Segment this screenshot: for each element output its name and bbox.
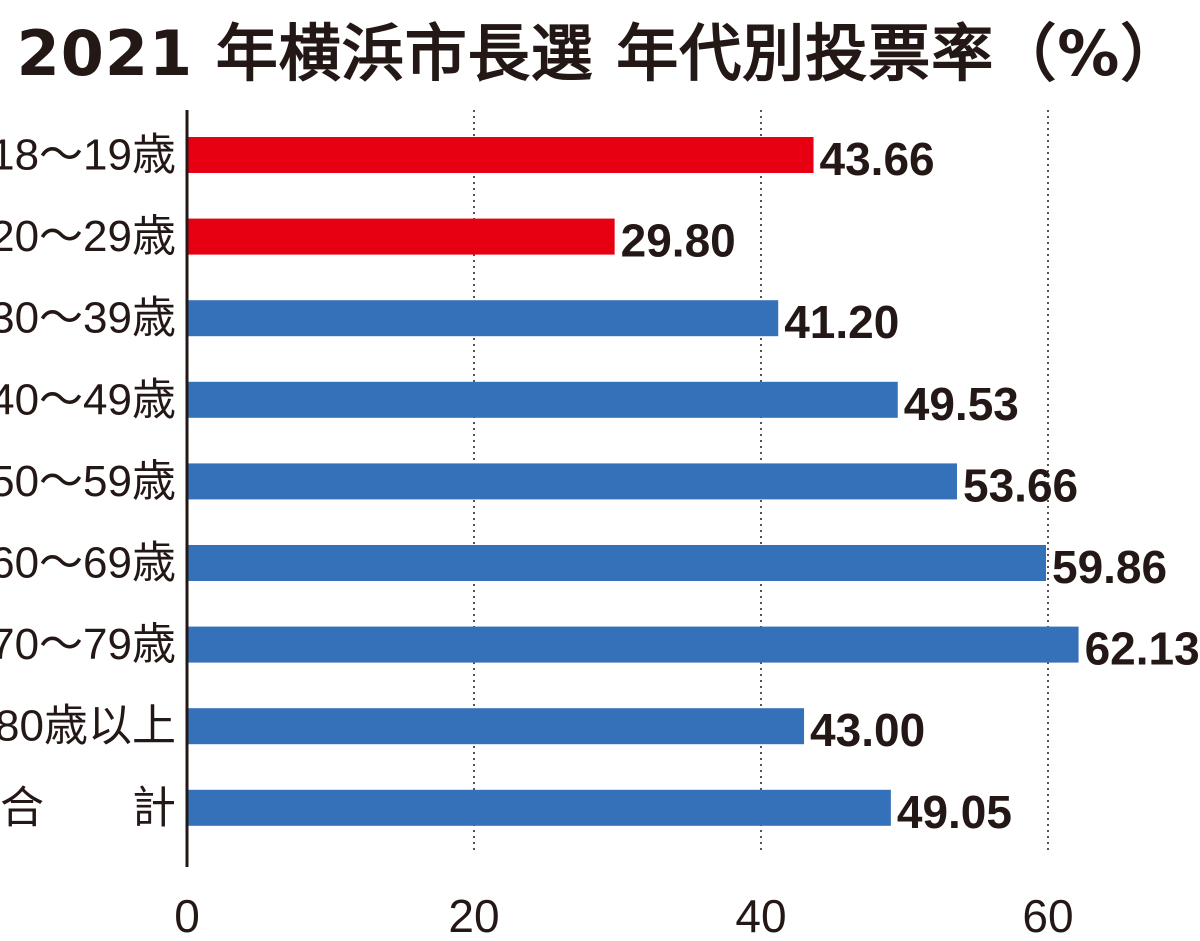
category-label-4: 50～59歳	[0, 457, 176, 506]
value-label-1: 29.80	[621, 215, 736, 267]
x-tick-label-40: 40	[735, 890, 786, 941]
value-label-2: 41.20	[784, 296, 899, 348]
bar-0	[187, 137, 814, 173]
value-label-5: 59.86	[1052, 541, 1167, 593]
x-tick-label-60: 60	[1022, 890, 1073, 941]
value-label-3: 49.53	[904, 378, 1019, 430]
category-label-2: 30～39歳	[0, 294, 176, 343]
bars	[187, 137, 1079, 826]
bar-2	[187, 300, 779, 337]
chart-title: 2021 年横浜市長選 年代別投票率（%）	[16, 17, 1184, 90]
category-label-6: 70～79歳	[0, 620, 176, 669]
category-label-7: 80歳以上	[0, 702, 176, 751]
bar-4	[187, 463, 958, 500]
category-label-8: 合 計	[0, 783, 176, 832]
bar-3	[187, 381, 898, 418]
value-label-4: 53.66	[963, 459, 1078, 511]
labels: 18～19歳 43.66 20～29歳 29.80 30～39歳 41.20 40～49歳 4…	[0, 131, 1200, 941]
value-label-6: 62.13	[1085, 623, 1200, 675]
bar-7	[187, 708, 805, 745]
bar-5	[187, 545, 1046, 581]
x-tick-label-20: 20	[448, 890, 499, 941]
bar-8	[187, 789, 891, 826]
x-tick-label-0: 0	[174, 890, 200, 941]
category-label-5: 60～69歳	[0, 539, 176, 588]
value-label-7: 43.00	[810, 704, 925, 756]
category-label-3: 40～49歳	[0, 375, 176, 424]
bar-1	[187, 218, 615, 255]
category-label-0: 18～19歳	[0, 131, 176, 180]
value-label-8: 49.05	[897, 786, 1012, 838]
value-label-0: 43.66	[820, 133, 935, 185]
bar-6	[187, 626, 1079, 663]
category-label-1: 20～29歳	[0, 212, 176, 261]
